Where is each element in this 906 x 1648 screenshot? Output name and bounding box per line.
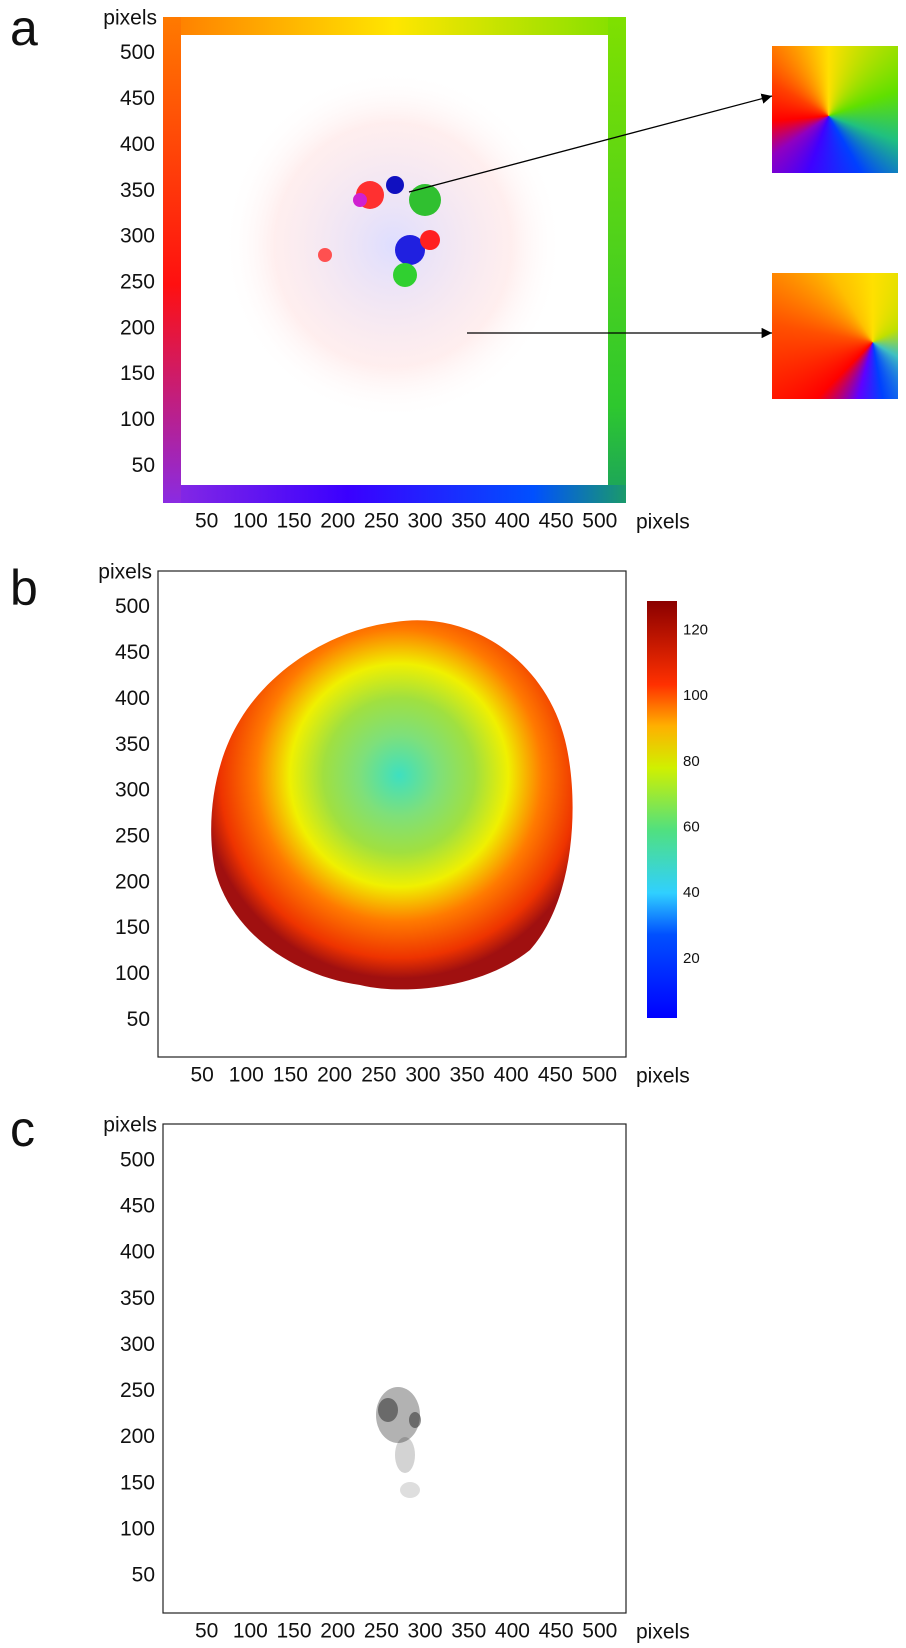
y-axis-label: pixels bbox=[103, 1114, 157, 1137]
x-tick-label: 400 bbox=[495, 510, 530, 533]
x-tick-label: 300 bbox=[408, 1620, 443, 1643]
x-tick-label: 150 bbox=[277, 1620, 312, 1643]
x-tick-label: 200 bbox=[320, 510, 355, 533]
x-tick-label: 500 bbox=[582, 510, 617, 533]
x-tick-label: 300 bbox=[408, 510, 443, 533]
y-tick-label: 100 bbox=[115, 962, 150, 985]
y-tick-label: 50 bbox=[132, 454, 155, 477]
x-tick-label: 150 bbox=[273, 1064, 308, 1087]
x-tick-label: 300 bbox=[405, 1064, 440, 1087]
y-tick-label: 300 bbox=[120, 1333, 155, 1356]
x-tick-label: 150 bbox=[277, 510, 312, 533]
colorbar-tick-label: 100 bbox=[683, 687, 708, 704]
x-tick-label: 500 bbox=[582, 1064, 617, 1087]
y-tick-label: 100 bbox=[120, 408, 155, 431]
x-tick-label: 100 bbox=[233, 510, 268, 533]
colorbar-tick-label: 120 bbox=[683, 622, 708, 639]
x-tick-label: 250 bbox=[361, 1064, 396, 1087]
y-tick-label: 400 bbox=[120, 1241, 155, 1264]
y-tick-label: 400 bbox=[115, 687, 150, 710]
y-tick-label: 200 bbox=[115, 870, 150, 893]
y-tick-label: 200 bbox=[120, 1425, 155, 1448]
inset-wheel bbox=[772, 46, 898, 173]
panel-label: b bbox=[10, 560, 38, 616]
y-tick-label: 250 bbox=[115, 824, 150, 847]
y-tick-label: 300 bbox=[120, 225, 155, 248]
x-tick-label: 450 bbox=[539, 1620, 574, 1643]
y-tick-label: 50 bbox=[127, 1008, 150, 1031]
y-tick-label: 200 bbox=[120, 316, 155, 339]
y-tick-label: 150 bbox=[120, 362, 155, 385]
y-tick-label: 400 bbox=[120, 133, 155, 156]
x-tick-label: 200 bbox=[320, 1620, 355, 1643]
x-tick-label: 350 bbox=[450, 1064, 485, 1087]
panel-label: a bbox=[10, 0, 38, 56]
inset-wheel bbox=[772, 273, 898, 399]
y-tick-label: 350 bbox=[115, 733, 150, 756]
x-tick-label: 50 bbox=[195, 510, 218, 533]
y-tick-label: 350 bbox=[120, 1287, 155, 1310]
colorbar-tick-label: 40 bbox=[683, 884, 700, 901]
plot-frame bbox=[157, 570, 627, 1058]
y-axis-label: pixels bbox=[103, 7, 157, 30]
x-tick-label: 350 bbox=[451, 510, 486, 533]
x-tick-label: 500 bbox=[582, 1620, 617, 1643]
x-tick-label: 100 bbox=[229, 1064, 264, 1087]
y-tick-label: 500 bbox=[120, 1148, 155, 1171]
arrow bbox=[408, 93, 773, 193]
y-tick-label: 250 bbox=[120, 1379, 155, 1402]
y-tick-label: 450 bbox=[115, 641, 150, 664]
y-tick-label: 450 bbox=[120, 1195, 155, 1218]
panel-c-image bbox=[376, 1387, 421, 1498]
y-tick-label: 300 bbox=[115, 779, 150, 802]
x-tick-label: 200 bbox=[317, 1064, 352, 1087]
x-tick-label: 50 bbox=[190, 1064, 213, 1087]
x-axis-label: pixels bbox=[636, 1621, 690, 1644]
y-axis-label: pixels bbox=[98, 561, 152, 584]
x-tick-label: 450 bbox=[539, 510, 574, 533]
colorbar-tick-label: 60 bbox=[683, 819, 700, 836]
panel-a-image bbox=[163, 17, 626, 503]
panel-b-image bbox=[211, 620, 573, 990]
plot-frame bbox=[162, 1123, 627, 1614]
y-tick-label: 500 bbox=[120, 41, 155, 64]
colorbar bbox=[647, 601, 677, 1018]
x-tick-label: 250 bbox=[364, 510, 399, 533]
x-tick-label: 450 bbox=[538, 1064, 573, 1087]
y-tick-label: 50 bbox=[132, 1564, 155, 1587]
x-tick-label: 400 bbox=[494, 1064, 529, 1087]
x-tick-label: 100 bbox=[233, 1620, 268, 1643]
y-tick-label: 150 bbox=[115, 916, 150, 939]
x-tick-label: 50 bbox=[195, 1620, 218, 1643]
panel-label: c bbox=[10, 1101, 35, 1157]
colorbar-tick-label: 80 bbox=[683, 753, 700, 770]
colorbar-tick-label: 20 bbox=[683, 950, 700, 967]
y-tick-label: 100 bbox=[120, 1518, 155, 1541]
y-tick-label: 150 bbox=[120, 1471, 155, 1494]
x-tick-label: 400 bbox=[495, 1620, 530, 1643]
y-tick-label: 250 bbox=[120, 270, 155, 293]
y-tick-label: 350 bbox=[120, 179, 155, 202]
x-axis-label: pixels bbox=[636, 1065, 690, 1088]
x-tick-label: 350 bbox=[451, 1620, 486, 1643]
x-axis-label: pixels bbox=[636, 511, 690, 534]
y-tick-label: 450 bbox=[120, 87, 155, 110]
y-tick-label: 500 bbox=[115, 595, 150, 618]
x-tick-label: 250 bbox=[364, 1620, 399, 1643]
